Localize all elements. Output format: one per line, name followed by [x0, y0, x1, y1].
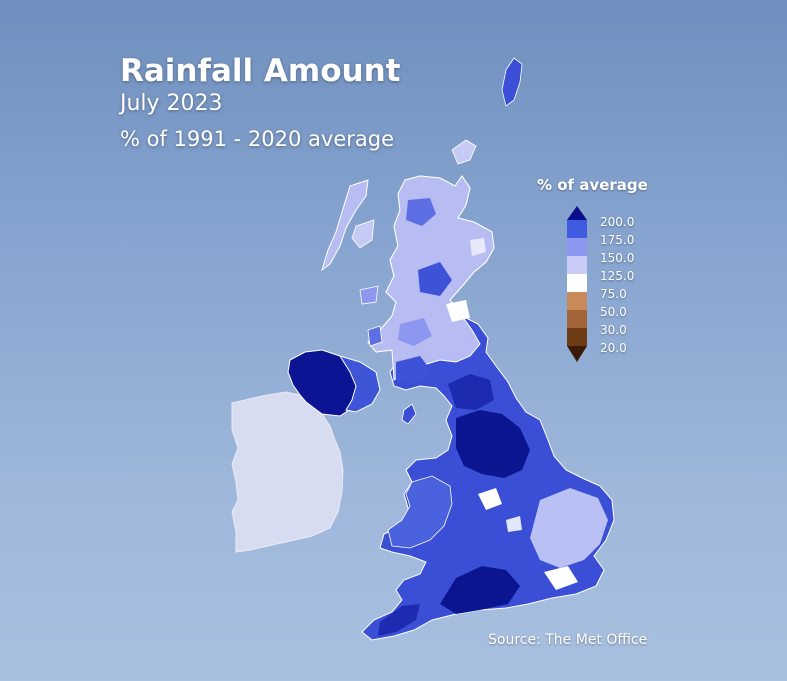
source-credit: Source: The Met Office: [488, 632, 648, 648]
legend-label: 20.0: [600, 341, 627, 355]
orkney-islands: [451, 139, 477, 165]
legend-bin: [567, 220, 587, 238]
legend-bin: [567, 238, 587, 256]
map-caption: % of 1991 - 2020 average: [120, 127, 395, 151]
legend-label: 75.0: [600, 287, 627, 301]
legend-label: 30.0: [600, 323, 627, 337]
skye-island: [351, 219, 375, 249]
scotland-average-patch: [470, 238, 486, 256]
title-block: Rainfall Amount July 2023 % of 1991 - 20…: [120, 54, 400, 152]
legend-label: 50.0: [600, 305, 627, 319]
southeast-average-patch: [544, 566, 578, 590]
scotland-wet-patch: [406, 198, 436, 226]
midlands-average-patch: [506, 516, 522, 532]
scotland-average-patch: [446, 300, 470, 322]
legend-colorbar: [567, 206, 587, 362]
legend-bin: [567, 328, 587, 346]
legend-bin: [567, 256, 587, 274]
wales-region: [387, 475, 453, 549]
mull-island: [359, 285, 379, 305]
outer-hebrides: [321, 179, 369, 272]
scotland-wet-patch: [396, 356, 432, 384]
shetland-islands: [501, 57, 523, 107]
southeast-england-near-average: [530, 488, 608, 568]
midlands-average-patch: [478, 488, 502, 510]
islay-island: [367, 325, 383, 347]
northern-ireland-east: [338, 355, 381, 413]
scotland-wet-patch: [398, 318, 432, 346]
legend-bin: [567, 310, 587, 328]
isle-of-man: [401, 403, 417, 425]
legend-bin: [567, 274, 587, 292]
legend-title: % of average: [537, 176, 648, 194]
map-subtitle: July 2023: [120, 91, 223, 116]
scotland-wet-patch: [418, 262, 452, 296]
legend-label: 175.0: [600, 233, 635, 247]
ireland-landmass: [231, 391, 344, 553]
legend-top-arrow: [567, 206, 587, 220]
legend-bin: [567, 292, 587, 310]
cornwall-wet: [378, 604, 420, 636]
northern-england-wet: [448, 374, 494, 410]
legend-label: 200.0: [600, 215, 635, 229]
legend-bottom-arrow: [567, 346, 587, 362]
southwest-england-very-wet: [440, 566, 520, 614]
legend-label: 150.0: [600, 251, 635, 265]
map-title: Rainfall Amount: [120, 53, 401, 89]
northern-england-very-wet: [456, 410, 530, 478]
legend-label: 125.0: [600, 269, 635, 283]
